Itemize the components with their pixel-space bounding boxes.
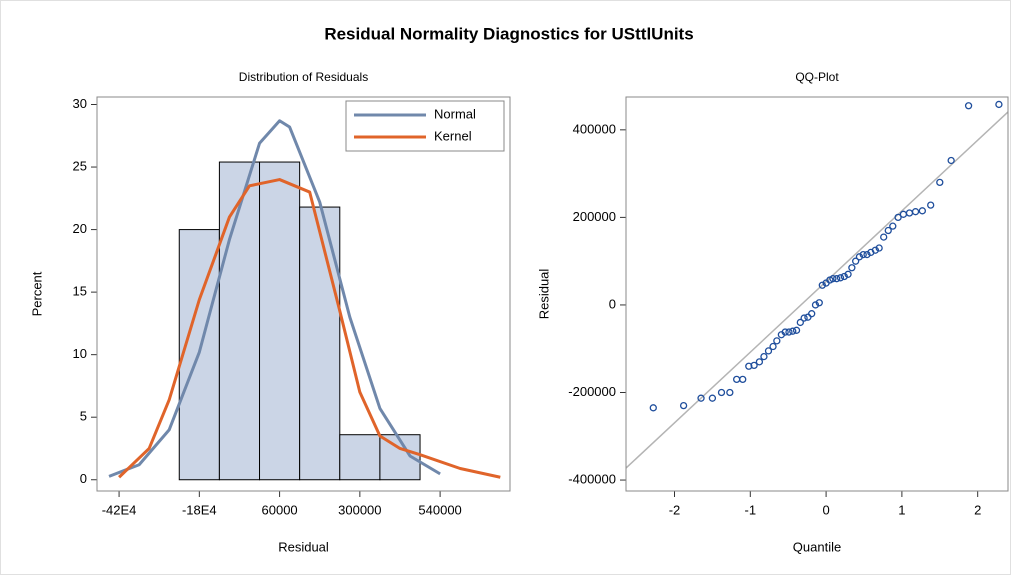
histogram-bar: [259, 161, 301, 481]
qq-point: [848, 264, 856, 272]
qq-point: [911, 208, 920, 216]
qq-point: [889, 222, 897, 230]
y-tick-label: 200000: [573, 209, 616, 224]
qq-point: [863, 250, 871, 259]
qq-point: [964, 102, 973, 110]
legend-box: [345, 100, 505, 152]
qq-point: [750, 361, 758, 370]
qq-point: [679, 401, 688, 410]
x-tick-label: -1: [745, 502, 757, 517]
y-axis-label: Residual: [536, 269, 551, 320]
qq-point: [815, 299, 823, 307]
qq-point: [792, 326, 801, 334]
y-tick-label: 400000: [573, 121, 616, 136]
qq-point: [884, 226, 892, 235]
x-tick-label: -18E4: [182, 502, 217, 517]
panel-title: Distribution of Residuals: [239, 70, 368, 84]
qq-point: [808, 310, 816, 318]
qq-point: [785, 328, 793, 336]
x-axis-label: Residual: [278, 539, 329, 554]
qq-point: [726, 388, 734, 397]
qq-point: [739, 375, 747, 384]
qq-point: [859, 250, 867, 259]
x-tick-label: 1: [898, 502, 905, 517]
x-tick-label: 2: [974, 502, 981, 517]
plot-frame: [96, 96, 511, 492]
qq-point: [995, 100, 1003, 109]
x-tick-label: 60000: [262, 502, 298, 517]
qq-point: [844, 270, 852, 278]
histogram-bar: [339, 434, 381, 481]
y-tick-label: 5: [80, 409, 87, 424]
qq-point: [833, 275, 841, 283]
legend-label: Kernel: [434, 128, 472, 143]
x-tick-label: -42E4: [102, 502, 137, 517]
qq-point: [649, 404, 657, 412]
qq-point: [875, 244, 883, 252]
y-tick-label: 30: [73, 96, 87, 111]
qq-point: [918, 207, 927, 215]
qq-point: [755, 358, 764, 366]
qq-point: [811, 301, 820, 309]
x-tick-label: -2: [669, 502, 681, 517]
qq-point: [773, 337, 781, 345]
y-tick-label: -400000: [568, 471, 616, 486]
y-tick-label: 10: [73, 346, 87, 361]
x-tick-label: 540000: [418, 502, 461, 517]
qq-point: [796, 318, 804, 327]
qq-point: [717, 388, 726, 397]
qq-point: [800, 314, 808, 322]
qq-point: [697, 394, 705, 402]
y-tick-label: -200000: [568, 384, 616, 399]
qq-point: [840, 272, 848, 281]
qq-point: [947, 156, 955, 165]
plot-frame: [625, 96, 1009, 492]
x-tick-label: 0: [822, 502, 829, 517]
qq-point: [829, 275, 837, 283]
panel-title: QQ-Plot: [795, 70, 839, 84]
plot-area: [108, 119, 501, 481]
x-tick-label: 300000: [338, 502, 381, 517]
qq-point: [927, 201, 935, 209]
y-axis-label: Percent: [29, 271, 44, 316]
qq-point: [818, 281, 826, 289]
y-tick-label: 25: [73, 158, 87, 173]
y-tick-label: 0: [80, 471, 87, 486]
qq-point: [936, 178, 944, 187]
qq-point: [764, 347, 773, 355]
y-tick-label: 20: [73, 221, 87, 236]
qq-point: [760, 352, 768, 361]
qq-point: [769, 342, 777, 351]
x-axis-label: Quantile: [793, 539, 841, 554]
page-title: Residual Normality Diagnostics for USttl…: [324, 24, 693, 43]
y-tick-label: 0: [609, 296, 616, 311]
qq-point: [789, 327, 797, 335]
qq-point: [894, 213, 902, 222]
qq-point: [708, 394, 717, 402]
reference-line: [626, 111, 1008, 469]
qq-point: [871, 246, 880, 254]
qq-point: [852, 257, 860, 265]
plot-area: [626, 100, 1008, 469]
density-curve: [108, 119, 441, 478]
qq-point: [880, 233, 888, 241]
qq-point: [855, 253, 864, 261]
legend-label: Normal: [434, 106, 476, 121]
histogram-bar: [299, 206, 341, 481]
density-curve: [118, 178, 501, 479]
y-tick-label: 15: [73, 284, 87, 299]
qq-point: [781, 328, 789, 336]
histogram-bar: [218, 161, 261, 481]
qq-point: [836, 274, 845, 282]
